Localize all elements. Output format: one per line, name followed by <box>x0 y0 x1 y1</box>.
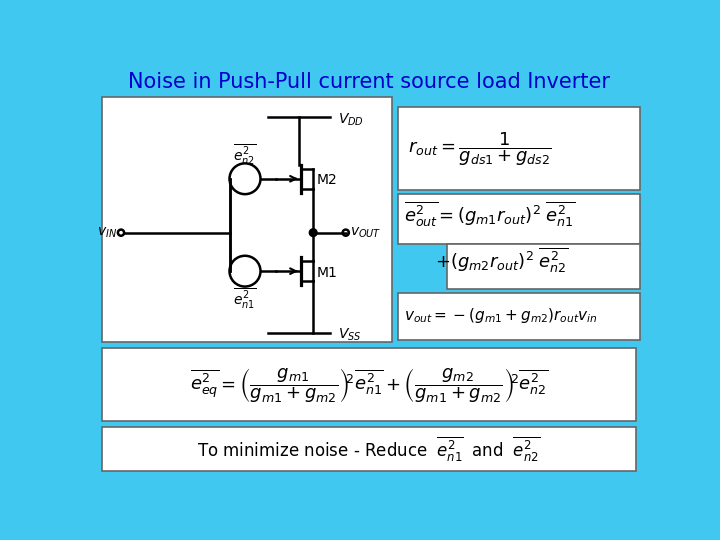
FancyBboxPatch shape <box>398 107 640 190</box>
Text: $v_{OUT}$: $v_{OUT}$ <box>350 226 381 240</box>
Text: $V_{DD}$: $V_{DD}$ <box>338 111 364 127</box>
Text: $r_{out} = \dfrac{1}{g_{ds1} + g_{ds2}}$: $r_{out} = \dfrac{1}{g_{ds1} + g_{ds2}}$ <box>408 131 552 168</box>
Text: $\overline{e_{out}^{2}}$: $\overline{e_{out}^{2}}$ <box>404 199 438 228</box>
FancyBboxPatch shape <box>102 348 636 421</box>
Text: Noise in Push-Pull current source load Inverter: Noise in Push-Pull current source load I… <box>128 72 610 92</box>
Text: $+ (g_{m2}r_{out})^{2}\;\overline{e_{n2}^{2}}$: $+ (g_{m2}r_{out})^{2}\;\overline{e_{n2}… <box>435 245 568 274</box>
Text: $\overline{e_{eq}^{2}} = \left(\dfrac{g_{m1}}{g_{m1}+g_{m2}}\right)^{\!\!2}\over: $\overline{e_{eq}^{2}} = \left(\dfrac{g_… <box>190 366 548 404</box>
Text: $v_{IN}$: $v_{IN}$ <box>97 226 117 240</box>
FancyBboxPatch shape <box>102 97 392 342</box>
FancyBboxPatch shape <box>398 194 640 244</box>
Text: $\overline{e_{n1}^{2}}$: $\overline{e_{n1}^{2}}$ <box>233 286 256 310</box>
Text: $\overline{e_{n2}^{2}}$: $\overline{e_{n2}^{2}}$ <box>233 141 256 166</box>
Text: $V_{SS}$: $V_{SS}$ <box>338 327 361 343</box>
Text: M2: M2 <box>316 173 337 187</box>
Text: $v_{out} = -(g_{m1} + g_{m2})r_{out}v_{in}$: $v_{out} = -(g_{m1} + g_{m2})r_{out}v_{i… <box>404 306 598 325</box>
FancyBboxPatch shape <box>398 293 640 340</box>
Text: To minimize noise - Reduce $\;\overline{e_{n1}^{2}}\;$ and $\;\overline{e_{n2}^{: To minimize noise - Reduce $\;\overline{… <box>197 435 541 463</box>
Circle shape <box>310 229 317 237</box>
FancyBboxPatch shape <box>446 244 640 289</box>
FancyBboxPatch shape <box>102 427 636 471</box>
Text: M1: M1 <box>316 266 337 280</box>
Text: $= (g_{m1}r_{out})^{2}\;\overline{e_{n1}^{2}}$: $= (g_{m1}r_{out})^{2}\;\overline{e_{n1}… <box>435 199 575 228</box>
